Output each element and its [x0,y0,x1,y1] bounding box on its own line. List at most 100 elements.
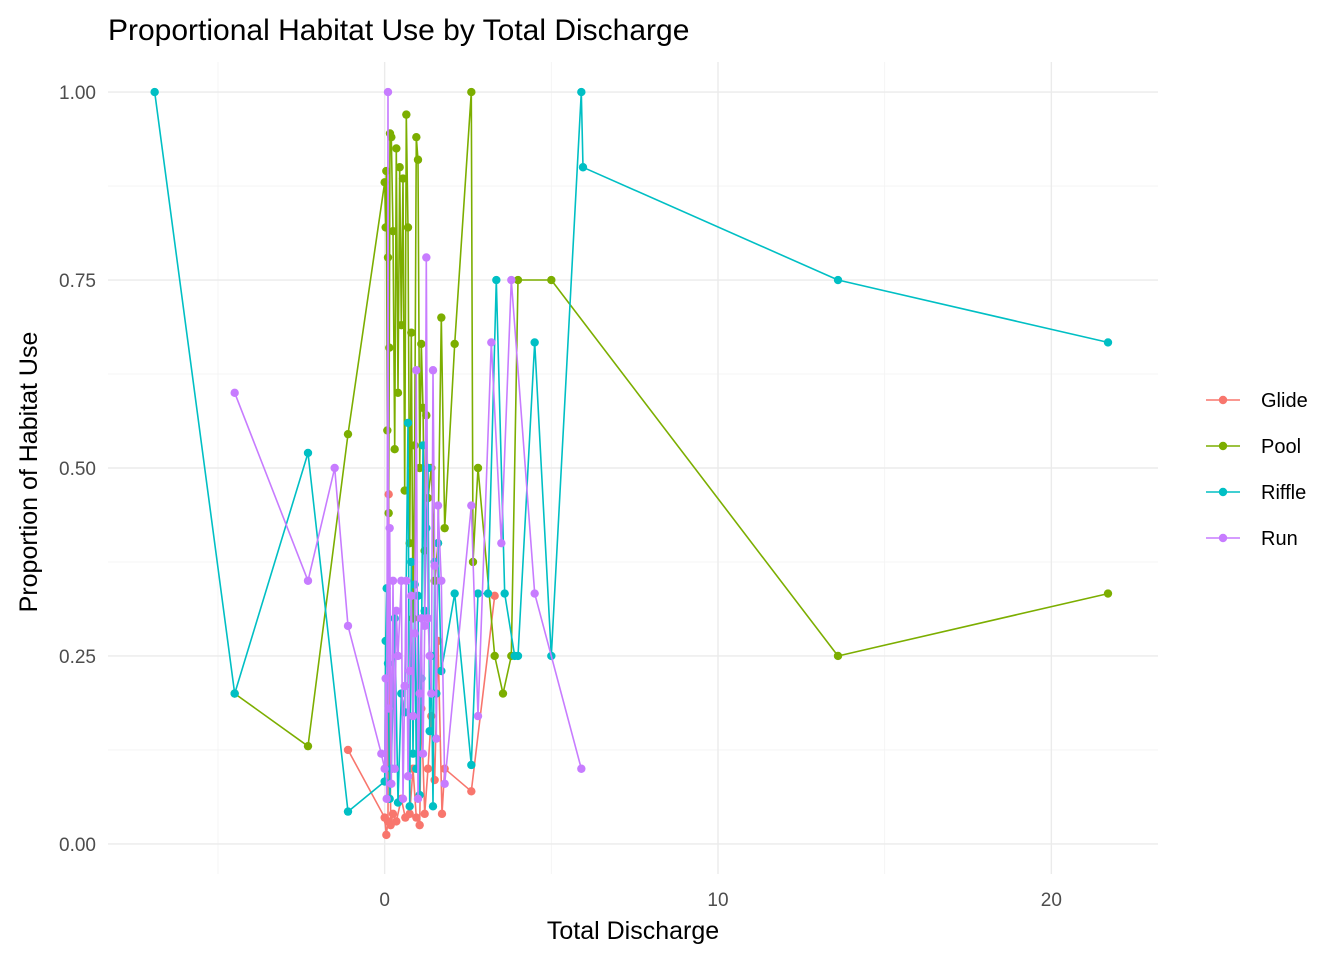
data-point-pool [412,132,421,142]
data-point-glide [415,820,424,830]
data-point-run [440,779,449,788]
data-point-riffle [577,87,586,97]
data-point-riffle [230,689,239,698]
data-point-run [303,576,313,585]
legend-item-glide: Glide [1206,390,1308,412]
data-point-run [393,651,403,661]
data-point-run [577,764,586,773]
data-point-run [412,366,421,375]
data-point-pool [437,313,446,322]
data-point-run [398,794,408,804]
data-point-riffle [492,275,501,285]
data-point-pool [407,328,416,337]
y-tick-label: 1.00 [59,83,96,104]
data-point-riffle [513,651,523,661]
data-point-riffle [437,666,446,676]
data-point-run [422,253,431,262]
data-point-run [413,794,423,804]
data-point-pool [403,223,413,232]
data-point-pool [415,463,424,473]
data-point-riffle [390,614,399,623]
data-point-run [384,704,393,713]
data-point-riffle [450,589,459,598]
data-point-riffle [408,749,418,758]
data-point-run [392,606,401,616]
y-tick-label: 0.75 [59,271,96,292]
legend-label: Pool [1261,436,1301,458]
y-axis-title: Proportion of Habitat Use [15,332,43,613]
data-point-run [418,749,428,758]
data-point-run [380,764,389,773]
data-point-pool [397,320,406,330]
data-point-run [497,538,506,548]
data-point-run [403,772,413,781]
data-point-run [230,388,239,398]
legend-label: Run [1261,528,1298,550]
data-point-run [343,621,353,631]
data-point-pool [405,538,414,548]
data-point-riffle [467,760,476,770]
data-point-run [423,614,433,623]
data-point-pool [417,339,426,349]
legend-label: Glide [1261,390,1308,412]
data-point-pool [413,155,423,164]
data-point-run [415,689,424,698]
legend-label: Riffle [1261,482,1306,504]
data-point-riffle [833,275,843,285]
data-point-run [428,366,438,375]
data-point-glide [420,809,429,819]
data-point-riffle [407,557,416,567]
legend-key-point [1218,441,1228,451]
data-point-pool [1103,589,1113,598]
data-point-glide [388,809,398,819]
data-point-pool [388,226,398,236]
series-run [230,87,586,804]
data-point-pool [380,178,389,187]
legend-item-run: Run [1206,528,1298,550]
axis-ticks: 0.00 0.25 0.50 0.75 1.00 0 10 20 [59,83,1062,911]
data-point-run [430,561,439,570]
x-tick-label: 20 [1041,890,1062,911]
data-point-run [385,523,394,533]
data-point-run [473,711,483,721]
data-point-riffle [150,87,159,97]
data-point-riffle [403,418,413,428]
legend: Glide Pool Riffle Run [1206,390,1308,550]
data-point-pool [402,110,411,119]
data-point-run [382,794,391,804]
data-point-riffle [425,726,434,736]
data-point-riffle [422,523,431,533]
data-point-run [381,674,390,683]
data-point-glide [430,775,439,785]
data-point-run [402,576,411,585]
data-point-run [420,621,429,631]
data-point-pool [343,429,353,439]
data-point-glide [437,809,447,819]
y-tick-label: 0.50 [59,459,96,480]
legend-key-point [1218,533,1228,543]
data-point-run [427,689,436,698]
data-point-glide [423,764,433,773]
data-point-run [425,651,434,661]
data-point-pool [385,343,394,352]
data-point-pool [303,741,313,751]
data-point-riffle [500,589,509,598]
data-point-glide [405,809,414,819]
data-point-run [383,87,393,97]
data-point-run [410,629,419,638]
data-point-pool [410,441,419,450]
data-point-pool [513,275,523,285]
legend-key-point [1218,395,1228,405]
y-tick-label: 0.00 [59,835,96,856]
data-point-run [417,614,426,623]
data-point-run [330,463,339,473]
y-tick-label: 0.25 [59,647,96,668]
data-point-run [408,711,418,721]
data-point-run [487,338,496,347]
data-point-riffle [343,807,353,816]
data-point-riffle [578,163,588,172]
data-point-riffle [473,589,483,598]
data-point-run [405,666,414,676]
